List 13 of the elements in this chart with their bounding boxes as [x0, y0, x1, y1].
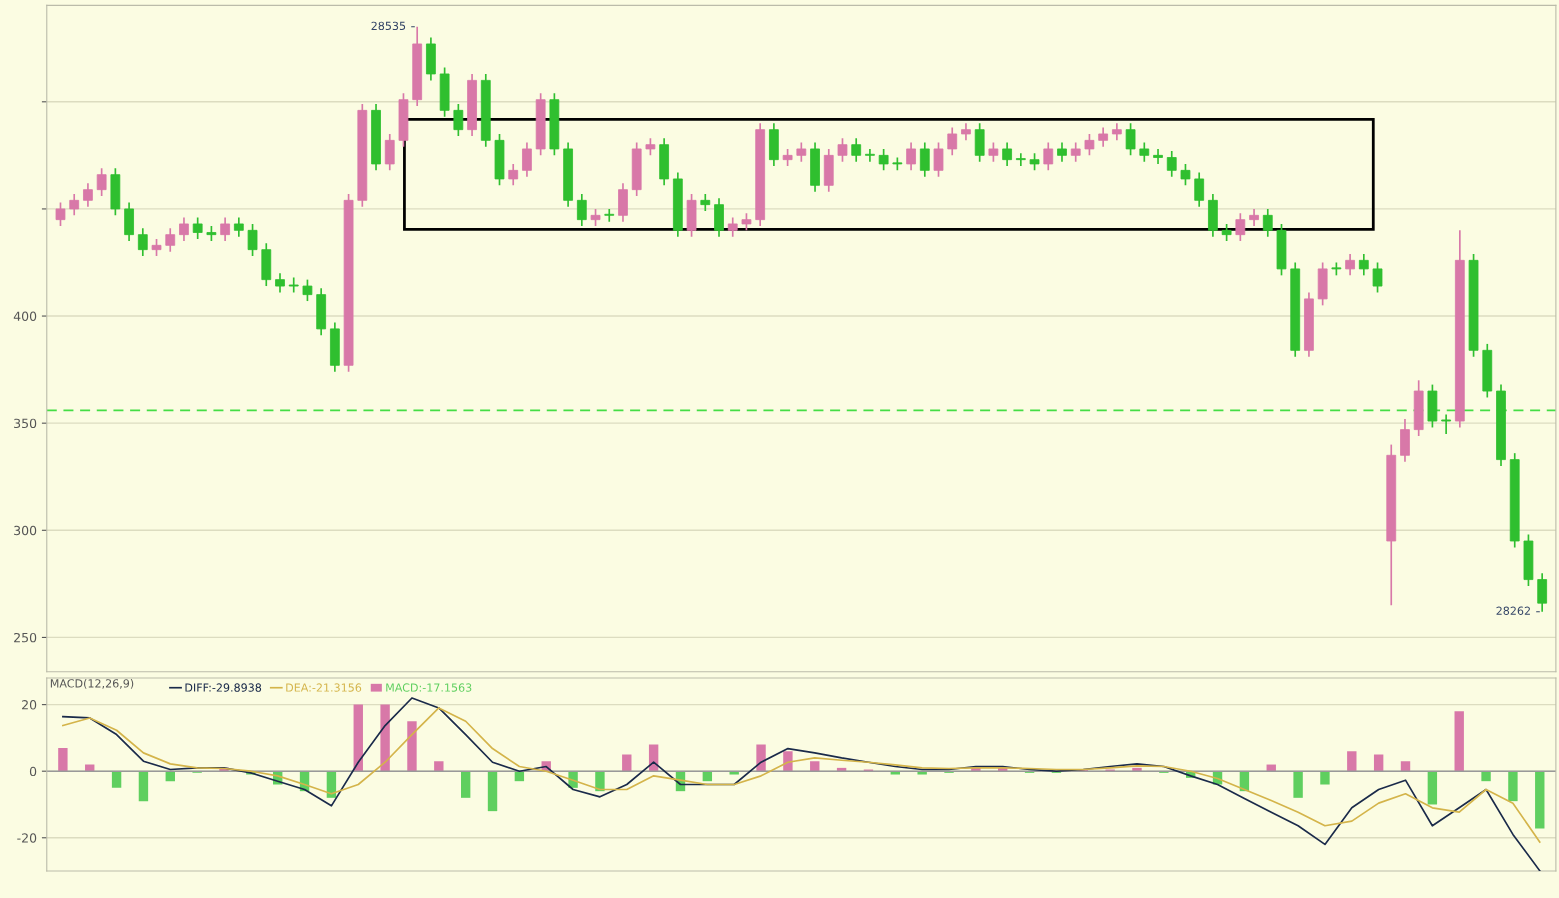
y-tick-label: 0 [29, 766, 37, 777]
legend-label: MACD:-17.1563 [386, 683, 472, 692]
legend-label: DEA:-21.3156 [286, 683, 362, 692]
y-tick-label: 350 [14, 418, 37, 429]
annotation: 28535 [371, 21, 406, 31]
y-tick-label: -20 [17, 833, 37, 843]
y-tick-label: 20 [22, 700, 37, 710]
chart-title: MACD(12,26,9) [50, 678, 134, 689]
y-tick-label: 400 [13, 311, 37, 321]
y-tick-label: 300 [14, 525, 37, 536]
y-tick-label: 250 [14, 632, 37, 643]
annotation: 28262 [1496, 606, 1530, 615]
legend-label: DIFF:-29.8938 [185, 683, 262, 692]
